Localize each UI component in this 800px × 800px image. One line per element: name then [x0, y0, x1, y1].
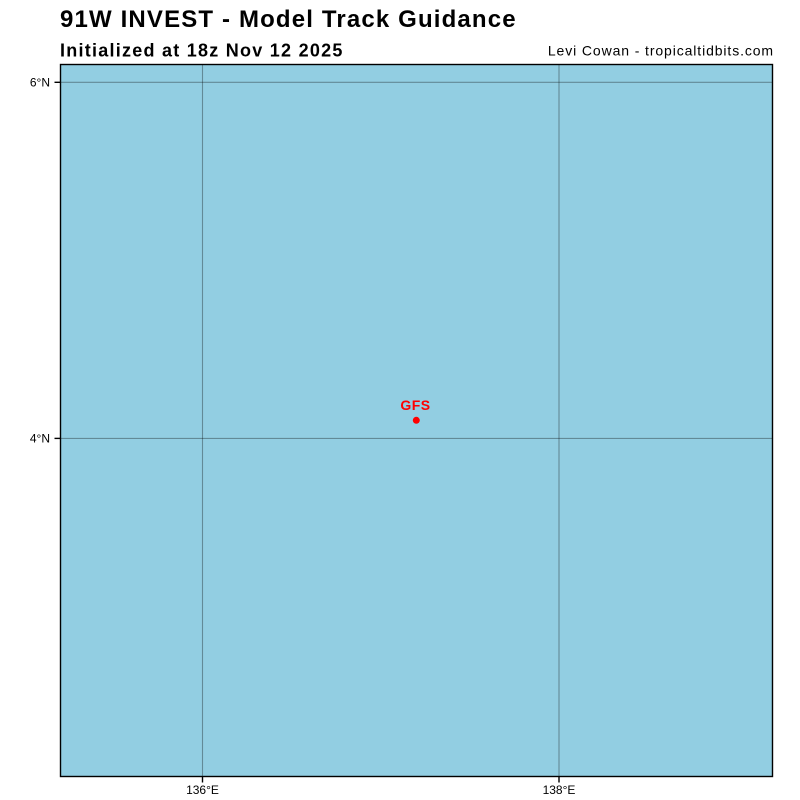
- svg-text:Levi Cowan - tropicaltidbits.c: Levi Cowan - tropicaltidbits.com: [548, 43, 774, 59]
- svg-text:138°E: 138°E: [543, 783, 576, 797]
- svg-text:136°E: 136°E: [186, 783, 219, 797]
- svg-text:Initialized at 18z Nov 12 2025: Initialized at 18z Nov 12 2025: [60, 41, 344, 61]
- svg-text:4°N: 4°N: [30, 432, 50, 446]
- svg-text:6°N: 6°N: [30, 76, 50, 90]
- svg-text:GFS: GFS: [400, 397, 430, 413]
- svg-text:91W INVEST - Model Track Guida: 91W INVEST - Model Track Guidance: [60, 6, 517, 33]
